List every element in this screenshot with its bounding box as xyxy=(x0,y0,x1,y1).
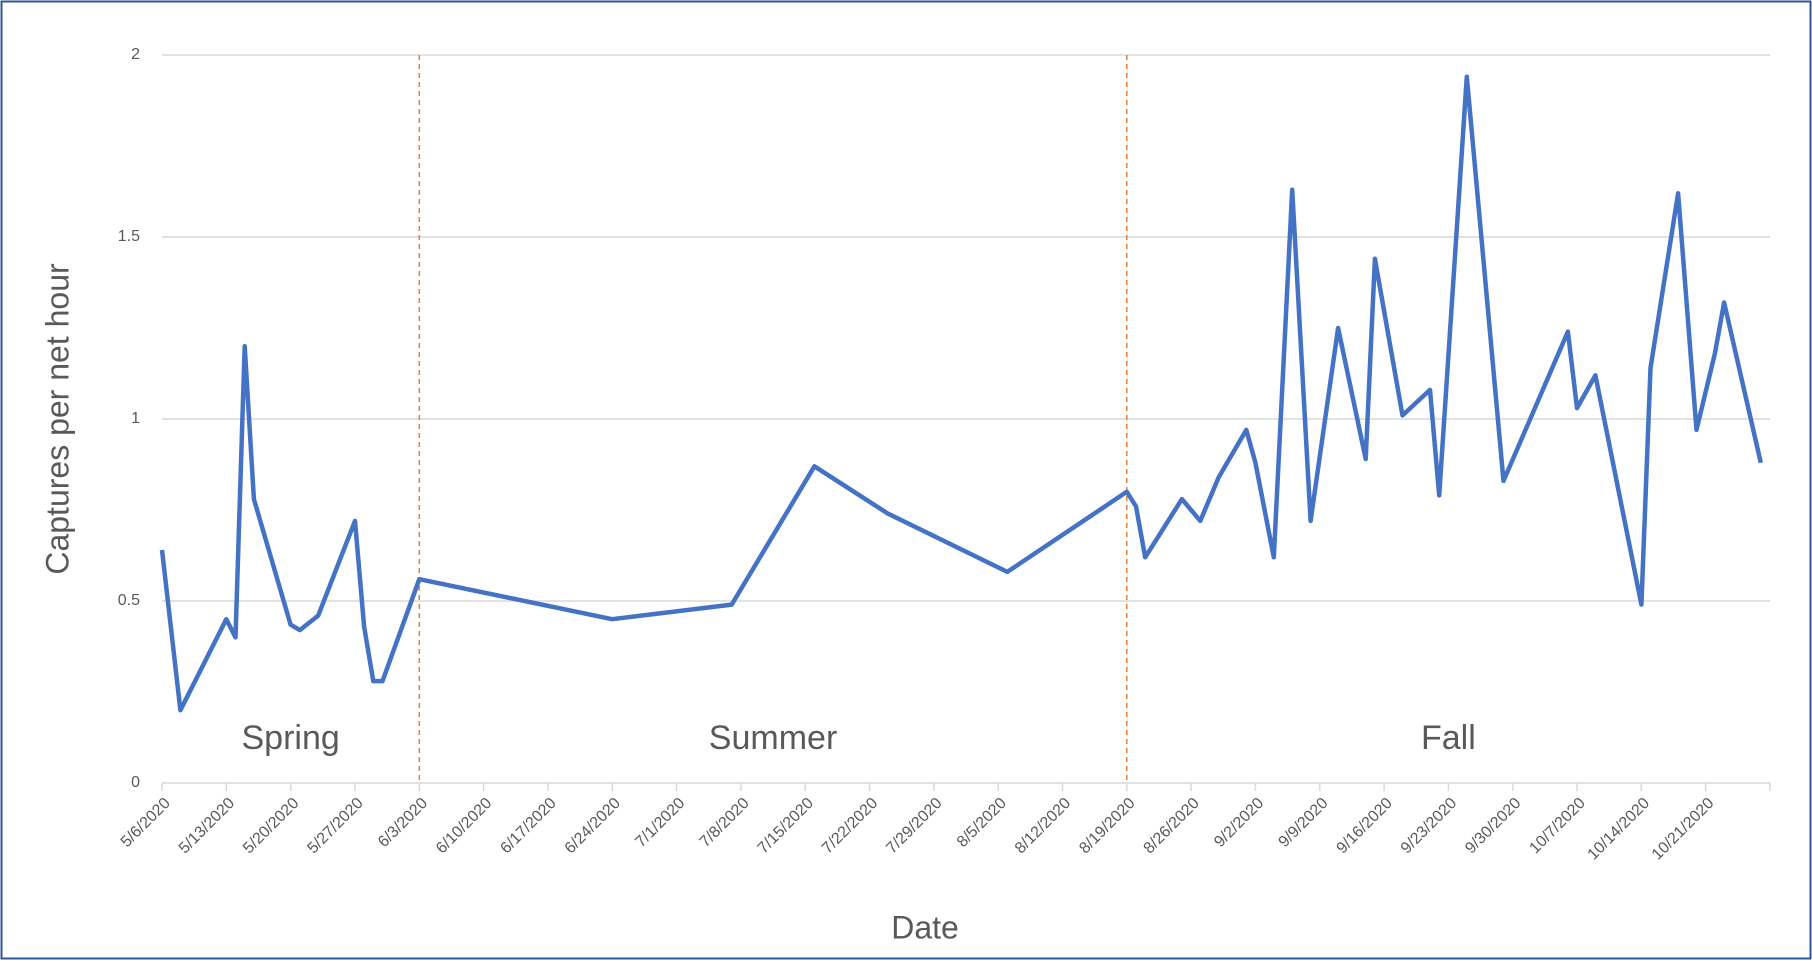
x-tick-label: 6/10/2020 xyxy=(433,795,495,857)
y-tick-label: 2 xyxy=(131,46,140,63)
x-tick-label: 6/17/2020 xyxy=(497,795,559,857)
x-tick-label: 9/9/2020 xyxy=(1276,795,1332,851)
data-line xyxy=(159,74,1763,713)
x-tick-label: 9/16/2020 xyxy=(1334,795,1396,857)
x-tick-label: 9/23/2020 xyxy=(1398,795,1460,857)
x-tick-label: 8/19/2020 xyxy=(1076,795,1138,857)
y-tick-label: 0 xyxy=(131,774,140,791)
x-tick-label: 7/15/2020 xyxy=(755,795,817,857)
x-tick-label: 10/7/2020 xyxy=(1526,795,1588,857)
x-tick-label: 8/12/2020 xyxy=(1012,795,1074,857)
season-label: Fall xyxy=(1421,719,1476,757)
x-tick-label: 9/30/2020 xyxy=(1462,795,1524,857)
x-tick-label: 10/21/2020 xyxy=(1649,795,1718,864)
x-tick-label: 5/13/2020 xyxy=(176,795,238,857)
y-tick-label: 1.5 xyxy=(118,228,140,245)
x-tick-label: 5/27/2020 xyxy=(304,795,366,857)
x-tick-label: 8/26/2020 xyxy=(1141,795,1203,857)
x-axis-title: Date xyxy=(891,909,959,945)
x-tick-label: 6/24/2020 xyxy=(562,795,624,857)
x-tick-label: 7/1/2020 xyxy=(632,795,688,851)
x-tick-label: 7/8/2020 xyxy=(697,795,753,851)
y-tick-label: 1 xyxy=(131,410,140,427)
x-tick-label: 5/6/2020 xyxy=(118,795,174,851)
x-tick-label: 8/5/2020 xyxy=(954,795,1010,851)
x-tick-label: 5/20/2020 xyxy=(240,795,302,857)
season-label: Spring xyxy=(241,719,339,757)
x-tick-label: 7/22/2020 xyxy=(819,795,881,857)
y-tick-label: 0.5 xyxy=(118,592,140,609)
y-axis-title: Captures per net hour xyxy=(39,263,75,575)
x-tick-label: 9/2/2020 xyxy=(1211,795,1267,851)
x-tick-label: 10/14/2020 xyxy=(1585,795,1654,864)
x-tick-label: 6/3/2020 xyxy=(375,795,431,851)
x-tick-label: 7/29/2020 xyxy=(883,795,945,857)
season-label: Summer xyxy=(709,719,837,757)
